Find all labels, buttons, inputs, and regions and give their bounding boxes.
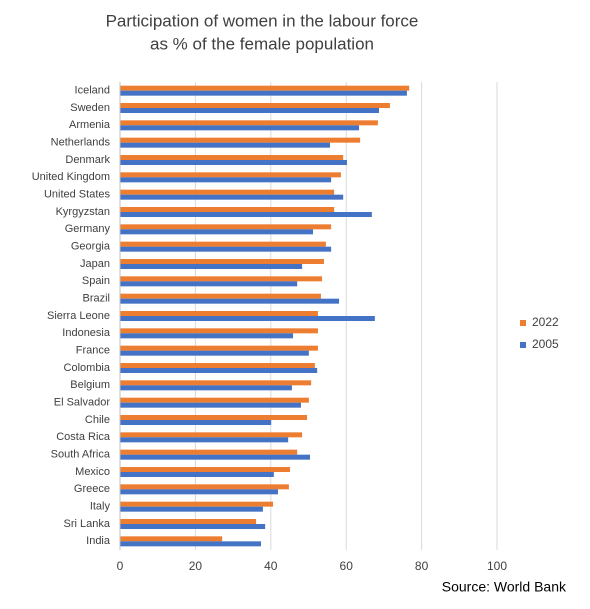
y-tick-label: France (76, 345, 110, 357)
x-tick-label: 20 (189, 559, 203, 573)
bar (120, 402, 301, 408)
y-tick-label: Indonesia (62, 327, 111, 339)
bar (120, 368, 318, 373)
y-tick-label: Kyrgyzstan (56, 206, 110, 218)
y-tick-label: Germany (65, 223, 111, 235)
bar (120, 380, 312, 386)
y-tick-label: Spain (82, 275, 110, 287)
bar (120, 246, 332, 252)
x-tick-label: 100 (487, 559, 507, 573)
bar (120, 328, 318, 334)
bar (120, 449, 298, 455)
bar (120, 298, 340, 304)
bar (120, 501, 274, 507)
y-tick-label: South Africa (51, 449, 111, 461)
bar (120, 316, 375, 321)
bar (120, 137, 361, 143)
x-tick-label: 0 (117, 559, 124, 573)
bar (120, 142, 330, 148)
bar (120, 467, 291, 472)
legend-swatch (520, 342, 526, 348)
bar (120, 345, 318, 351)
bar (120, 90, 407, 96)
y-tick-label: Greece (74, 483, 110, 495)
bar (120, 194, 344, 200)
bar (120, 524, 266, 529)
bar (120, 311, 318, 316)
y-tick-label: Sri Lanka (64, 518, 111, 530)
bar (120, 125, 360, 131)
legend-label: 2022 (532, 315, 559, 329)
y-tick-label: Brazil (82, 293, 110, 305)
bar (120, 333, 294, 339)
source: Source: World Bank (442, 579, 567, 595)
y-tick-label: Armenia (69, 119, 111, 131)
bar (120, 155, 344, 160)
bar (120, 103, 390, 108)
bar (120, 454, 311, 460)
y-tick-label: Iceland (75, 85, 110, 97)
bar (120, 172, 341, 178)
y-tick-label: United States (44, 189, 111, 201)
bar (120, 189, 335, 195)
bar (120, 212, 372, 217)
y-tick-label: United Kingdom (32, 171, 110, 183)
y-tick-label: El Salvador (54, 397, 111, 409)
y-tick-label: Mexico (75, 466, 110, 478)
legend-swatch (520, 320, 526, 326)
y-tick-label: Netherlands (51, 137, 111, 149)
bar (120, 363, 315, 368)
bar (120, 229, 314, 235)
y-tick-label: Georgia (71, 241, 111, 253)
y-tick-label: Sweden (70, 102, 110, 114)
y-tick-label: Belgium (70, 379, 110, 391)
bar (120, 437, 289, 443)
bar (120, 541, 261, 547)
y-tick-label: Colombia (64, 362, 111, 374)
y-tick-label: Chile (85, 414, 110, 426)
x-tick-label: 40 (264, 559, 278, 573)
y-tick-label: Japan (80, 258, 110, 270)
x-tick-label: 60 (340, 559, 354, 573)
bar (120, 281, 298, 287)
legend-label: 2005 (532, 337, 559, 351)
bar (120, 120, 378, 126)
bar (120, 420, 272, 425)
bar (120, 506, 263, 512)
bar (120, 207, 335, 212)
bar (120, 177, 332, 183)
bar (120, 85, 410, 91)
y-tick-label: India (86, 535, 111, 547)
bar (120, 224, 332, 230)
bar (120, 350, 309, 356)
bar (120, 264, 303, 269)
bar (120, 484, 289, 490)
bar (120, 160, 347, 165)
y-tick-label: Sierra Leone (47, 310, 110, 322)
y-tick-label: Denmark (65, 154, 110, 166)
bar (120, 536, 223, 542)
bar (120, 293, 321, 299)
bar (120, 415, 307, 420)
bar (120, 385, 292, 391)
x-tick-label: 80 (415, 559, 429, 573)
bar (120, 472, 274, 477)
y-tick-label: Costa Rica (56, 431, 111, 443)
bar (120, 276, 323, 282)
bar (120, 519, 257, 524)
bar (120, 489, 278, 495)
chart-title: as % of the female population (150, 34, 374, 53)
bar (120, 397, 309, 403)
bar (120, 432, 303, 438)
bar (120, 241, 326, 247)
bar (120, 259, 324, 264)
bar (120, 108, 379, 113)
chart-title: Participation of women in the labour for… (106, 11, 419, 30)
y-tick-label: Italy (90, 501, 111, 513)
